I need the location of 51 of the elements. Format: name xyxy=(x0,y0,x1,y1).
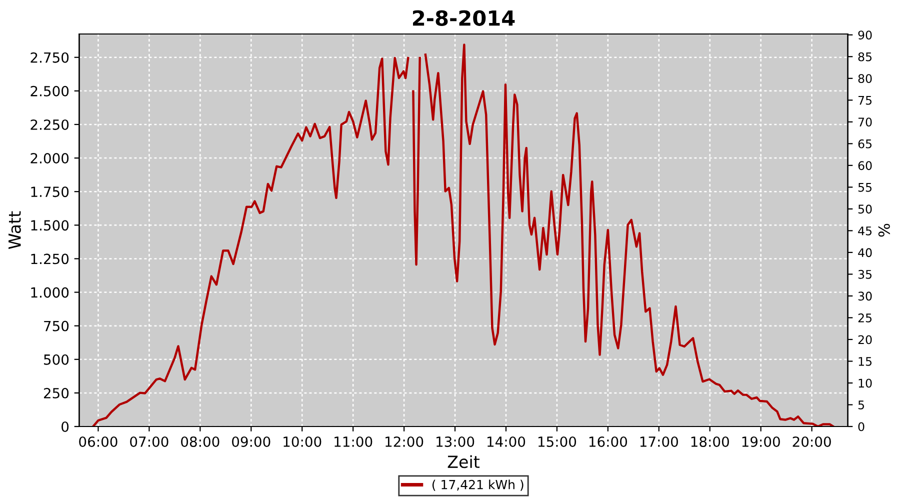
y2-tick-label: 65 xyxy=(858,139,872,148)
y2-axis-title: % xyxy=(878,224,890,237)
y2-tick-label: 55 xyxy=(858,183,872,192)
y2-tick-label: 0 xyxy=(858,422,864,432)
chart-title: 2-8-2014 xyxy=(413,10,515,26)
y2-tick-label: 50 xyxy=(858,204,872,214)
x-tick-label: 13:00 xyxy=(436,436,474,447)
y2-tick-label: 85 xyxy=(858,52,872,62)
y2-tick-label: 25 xyxy=(858,313,872,322)
y-tick-label: 1.500 xyxy=(31,220,69,231)
x-tick-label: 17:00 xyxy=(640,436,678,447)
x-tick-label: 19:00 xyxy=(742,436,780,447)
x-tick-label: 11:00 xyxy=(334,436,372,447)
x-tick-label: 06:00 xyxy=(79,436,118,447)
y-tick-label: 2.000 xyxy=(30,153,69,164)
x-tick-label: 07:00 xyxy=(130,436,168,447)
y2-tick-label: 45 xyxy=(858,226,872,236)
y2-tick-label: 10 xyxy=(858,378,872,388)
y-tick-label: 1.250 xyxy=(31,254,69,264)
y-tick-label: 1.750 xyxy=(31,186,69,198)
y-tick-label: 2.500 xyxy=(30,86,69,96)
y2-tick-label: 80 xyxy=(858,74,872,84)
x-tick-label: 12:00 xyxy=(386,436,424,447)
y-tick-label: 750 xyxy=(44,320,69,332)
y2-tick-label: 70 xyxy=(858,118,872,127)
y-tick-label: 500 xyxy=(44,354,69,365)
y2-tick-label: 60 xyxy=(858,161,872,170)
x-tick-label: 15:00 xyxy=(538,436,576,447)
legend-label: ( 17,421 kWh ) xyxy=(432,480,524,491)
y-axis-title: Watt xyxy=(8,211,21,250)
y2-tick-label: 30 xyxy=(858,292,872,301)
x-axis-title: Zeit xyxy=(448,455,480,468)
y2-tick-label: 20 xyxy=(858,335,872,344)
y2-tick-label: 35 xyxy=(858,270,872,279)
y-tick-label: 2.750 xyxy=(30,52,69,63)
x-tick-label: 09:00 xyxy=(232,436,270,447)
y-tick-label: 1.000 xyxy=(31,287,69,298)
x-tick-label: 14:00 xyxy=(487,436,526,447)
y2-tick-label: 40 xyxy=(858,248,872,258)
y2-tick-label: 90 xyxy=(858,30,872,40)
x-tick-label: 16:00 xyxy=(589,436,628,447)
y2-tick-label: 5 xyxy=(858,400,864,410)
x-tick-label: 18:00 xyxy=(691,436,729,447)
y2-tick-label: 15 xyxy=(858,357,872,366)
x-tick-label: 10:00 xyxy=(284,436,322,447)
x-tick-label: 08:00 xyxy=(181,436,220,447)
y-tick-label: 2.250 xyxy=(30,119,69,130)
x-tick-label: 20:00 xyxy=(792,436,831,447)
y2-tick-label: 75 xyxy=(858,96,872,105)
y-tick-label: 0 xyxy=(62,421,69,432)
y-tick-label: 250 xyxy=(44,388,69,398)
